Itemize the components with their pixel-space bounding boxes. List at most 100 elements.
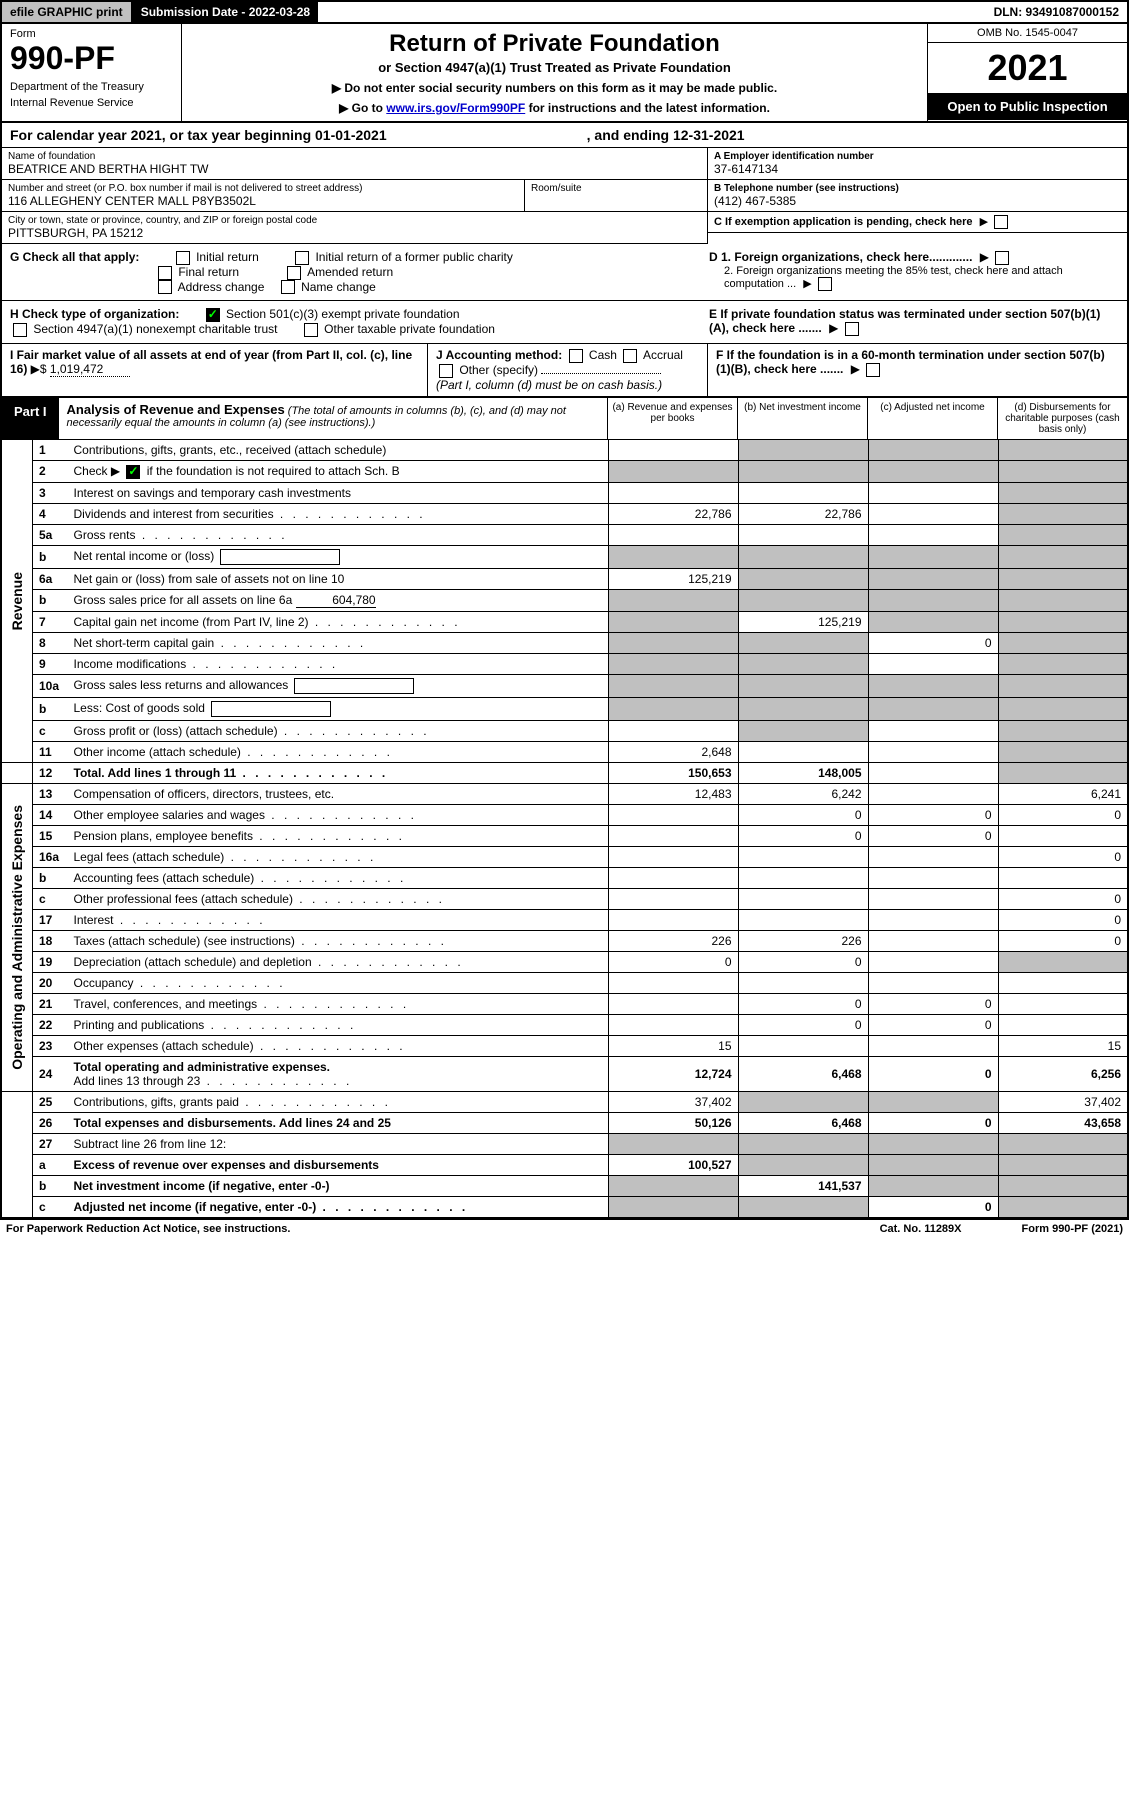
- line-num: 7: [33, 611, 69, 632]
- g-name-checkbox[interactable]: [281, 280, 295, 294]
- h-other-checkbox[interactable]: [304, 323, 318, 337]
- phone: (412) 467-5385: [714, 194, 1121, 208]
- h-501c3-checkbox[interactable]: [206, 308, 220, 322]
- l10b-box: [211, 701, 331, 717]
- col-a-header: (a) Revenue and expenses per books: [607, 398, 737, 439]
- h-4947-checkbox[interactable]: [13, 323, 27, 337]
- cal-prefix: For calendar year 2021, or tax year begi…: [10, 127, 315, 143]
- table-row: 14Other employee salaries and wages000: [1, 804, 1128, 825]
- foundation-name: BEATRICE AND BERTHA HIGHT TW: [8, 162, 701, 176]
- j-other: Other (specify): [459, 363, 538, 377]
- l2-checkbox[interactable]: [126, 465, 140, 479]
- j-label: J Accounting method:: [436, 348, 562, 362]
- part1-header: Part I Analysis of Revenue and Expenses …: [0, 398, 1129, 440]
- d1-label: D 1. Foreign organizations, check here..…: [709, 250, 972, 264]
- table-row: 9Income modifications: [1, 653, 1128, 674]
- g-initial-checkbox[interactable]: [176, 251, 190, 265]
- g-name: Name change: [301, 280, 376, 294]
- line-desc: Legal fees (attach schedule): [69, 846, 609, 867]
- header-left: Form 990-PF Department of the Treasury I…: [2, 24, 182, 121]
- g-section: G Check all that apply: Initial return I…: [0, 244, 1129, 301]
- g-initial: Initial return: [196, 250, 259, 264]
- line-num: b: [33, 1175, 69, 1196]
- line-num: 15: [33, 825, 69, 846]
- foundation-name-cell: Name of foundation BEATRICE AND BERTHA H…: [2, 148, 707, 180]
- amt: 148,005: [738, 762, 868, 783]
- line-num: 2: [33, 460, 69, 482]
- table-row: 4Dividends and interest from securities2…: [1, 503, 1128, 524]
- line-num: 22: [33, 1014, 69, 1035]
- h-other: Other taxable private foundation: [324, 322, 495, 336]
- line-desc: Gross profit or (loss) (attach schedule): [69, 720, 609, 741]
- table-row: 17Interest0: [1, 909, 1128, 930]
- c-label: C If exemption application is pending, c…: [714, 216, 973, 228]
- h-section: H Check type of organization: Section 50…: [0, 301, 1129, 344]
- f-checkbox[interactable]: [866, 363, 880, 377]
- amt: 226: [738, 930, 868, 951]
- line-desc: Taxes (attach schedule) (see instruction…: [69, 930, 609, 951]
- amt: 6,468: [738, 1112, 868, 1133]
- line-desc: Interest on savings and temporary cash i…: [69, 482, 609, 503]
- header-center: Return of Private Foundation or Section …: [182, 24, 927, 121]
- line-desc: Other professional fees (attach schedule…: [69, 888, 609, 909]
- amt: 0: [738, 804, 868, 825]
- amt: 0: [868, 1014, 998, 1035]
- line-num: c: [33, 720, 69, 741]
- irs-link[interactable]: www.irs.gov/Form990PF: [386, 101, 525, 115]
- page-footer: For Paperwork Reduction Act Notice, see …: [0, 1219, 1129, 1238]
- g-final-checkbox[interactable]: [158, 266, 172, 280]
- j-accrual-checkbox[interactable]: [623, 349, 637, 363]
- line-num: 14: [33, 804, 69, 825]
- c-cell: C If exemption application is pending, c…: [708, 212, 1127, 233]
- line-desc: Accounting fees (attach schedule): [69, 867, 609, 888]
- col-b-header: (b) Net investment income: [737, 398, 867, 439]
- line-desc: Occupancy: [69, 972, 609, 993]
- g-address-checkbox[interactable]: [158, 280, 172, 294]
- table-row: 11Other income (attach schedule)2,648: [1, 741, 1128, 762]
- amt: 0: [868, 825, 998, 846]
- d2-checkbox[interactable]: [818, 277, 832, 291]
- f-cell: F If the foundation is in a 60-month ter…: [707, 344, 1127, 396]
- line-desc: Income modifications: [69, 653, 609, 674]
- j-other-checkbox[interactable]: [439, 364, 453, 378]
- table-row: 15Pension plans, employee benefits00: [1, 825, 1128, 846]
- i-value: 1,019,472: [50, 362, 130, 377]
- g-initial-former-checkbox[interactable]: [295, 251, 309, 265]
- amt: 0: [998, 930, 1128, 951]
- l10a-box: [294, 678, 414, 694]
- revenue-side-label: Revenue: [7, 562, 27, 640]
- info-right: A Employer identification number 37-6147…: [707, 148, 1127, 244]
- line-num: 6a: [33, 568, 69, 589]
- cal-end: 12-31-2021: [673, 127, 745, 143]
- line-num: 24: [33, 1056, 69, 1091]
- line-desc: Check ▶ if the foundation is not require…: [69, 460, 609, 482]
- line-desc: Depreciation (attach schedule) and deple…: [69, 951, 609, 972]
- phone-label: B Telephone number (see instructions): [714, 183, 1121, 194]
- e-checkbox[interactable]: [845, 322, 859, 336]
- d1-checkbox[interactable]: [995, 251, 1009, 265]
- line-num: 27: [33, 1133, 69, 1154]
- calendar-year-row: For calendar year 2021, or tax year begi…: [0, 123, 1129, 148]
- amt: 0: [738, 951, 868, 972]
- table-row: 16aLegal fees (attach schedule)0: [1, 846, 1128, 867]
- line-num: b: [33, 545, 69, 568]
- line-num: a: [33, 1154, 69, 1175]
- line-num: 13: [33, 783, 69, 804]
- j-other-line: [541, 373, 661, 374]
- c-checkbox[interactable]: [994, 215, 1008, 229]
- j-cash-checkbox[interactable]: [569, 349, 583, 363]
- form-note-link: ▶ Go to www.irs.gov/Form990PF for instru…: [194, 101, 915, 115]
- form-subtitle: or Section 4947(a)(1) Trust Treated as P…: [194, 60, 915, 75]
- col-c-header: (c) Adjusted net income: [867, 398, 997, 439]
- line-num: 18: [33, 930, 69, 951]
- table-row: 3Interest on savings and temporary cash …: [1, 482, 1128, 503]
- amt: 0: [738, 1014, 868, 1035]
- addr-label: Number and street (or P.O. box number if…: [8, 183, 518, 194]
- part1-label: Part I: [2, 398, 59, 439]
- line-num: 23: [33, 1035, 69, 1056]
- cal-begin: 01-01-2021: [315, 127, 387, 143]
- g-amended-checkbox[interactable]: [287, 266, 301, 280]
- efile-print-button[interactable]: efile GRAPHIC print: [2, 2, 133, 22]
- city: PITTSBURGH, PA 15212: [8, 226, 701, 240]
- room-label: Room/suite: [531, 183, 701, 194]
